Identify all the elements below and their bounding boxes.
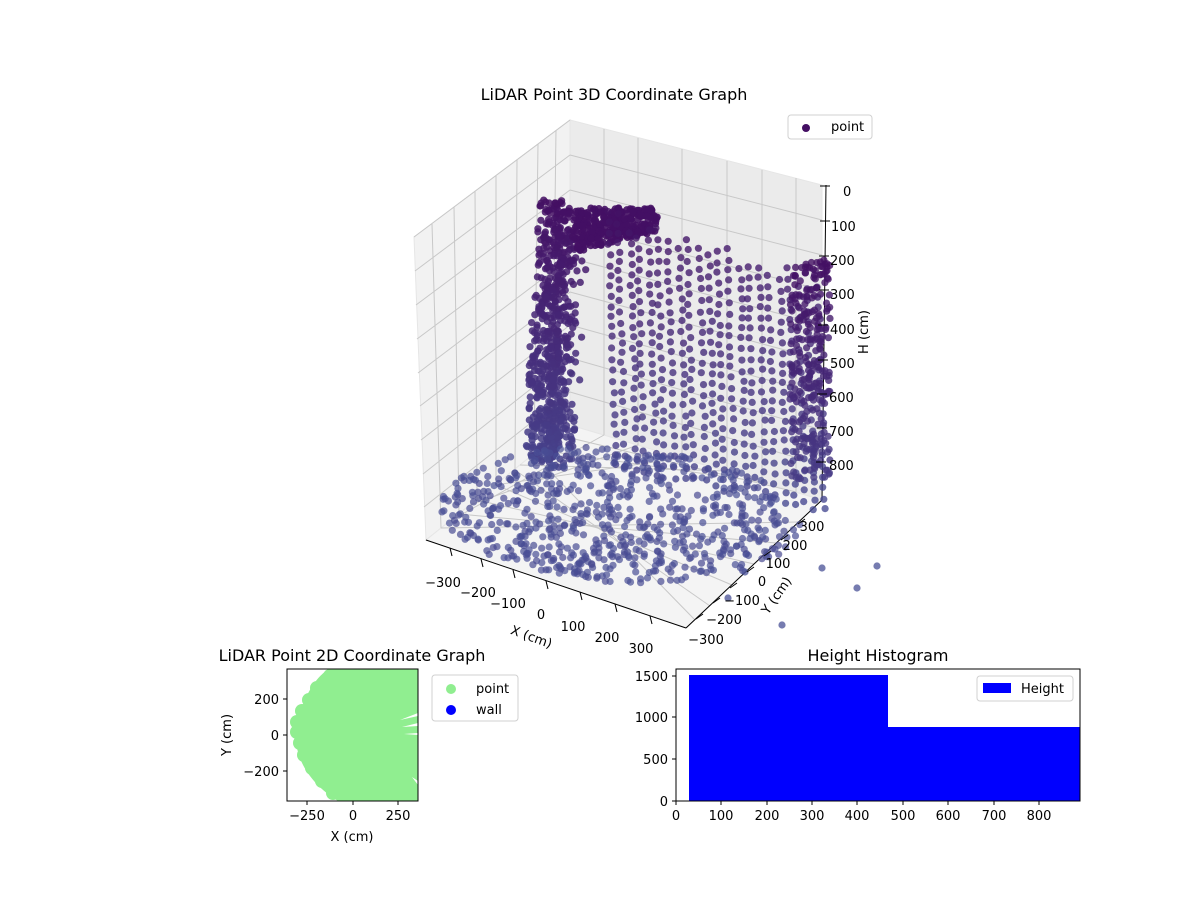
histogram-title: Height Histogram: [808, 646, 949, 665]
x-tick: 300: [629, 642, 654, 657]
x-tick: 500: [891, 809, 916, 824]
y-tick: 200: [783, 539, 808, 554]
y-tick: −100: [724, 594, 760, 609]
y-axis-ticks: −300 −200 −100 0 100 200 300: [688, 518, 825, 648]
y-tick: 1500: [635, 670, 668, 685]
x-tick: 800: [1027, 809, 1052, 824]
plot-2d-area: [290, 669, 418, 801]
point-cloud-2d: [295, 669, 418, 801]
histogram-bar-1: [689, 675, 888, 801]
legend-marker-height: [983, 683, 1011, 693]
z-tick: 0: [843, 185, 851, 200]
legend-label-height: Height: [1021, 682, 1064, 697]
x-axis-ticks: −300 −200 −100 0 100 200 300: [425, 547, 654, 657]
y-tick: 0: [758, 575, 766, 590]
histogram-y-ticks: 1500 1000 500 0: [635, 670, 676, 810]
plot-2d-xlabel: X (cm): [331, 830, 374, 845]
x-axis-label: X (cm): [508, 623, 554, 652]
plot-2d-ylabel: Y (cm): [220, 714, 235, 757]
gap: [400, 713, 418, 720]
legend-box: [976, 675, 1074, 702]
gap: [404, 733, 418, 735]
plot-2d: LiDAR Point 2D Coordinate Graph −250 0 2…: [219, 646, 519, 845]
y-tick: 300: [800, 520, 825, 535]
x-tick: 700: [982, 809, 1007, 824]
y-tick: 200: [254, 693, 279, 708]
z-tick: 100: [831, 220, 856, 235]
x-tick: 100: [709, 809, 734, 824]
plot-2d-ticks: −250 0 250 200 0 −200: [243, 693, 410, 824]
z-tick: 700: [829, 425, 854, 440]
x-tick: 100: [561, 620, 586, 635]
y-tick: 1000: [635, 711, 668, 726]
legend-marker-point: [446, 684, 456, 694]
z-axis-ticks: 0 100 200 300 400 500 600 700 800: [816, 185, 856, 474]
legend-label-point: point: [831, 120, 864, 135]
z-tick: 500: [830, 357, 855, 372]
legend-box: [787, 114, 873, 140]
y-tick: −200: [243, 765, 279, 780]
point-cloud-3d: [438, 196, 881, 629]
legend-label-wall: wall: [476, 703, 502, 718]
histogram-frame: [675, 668, 1081, 802]
y-tick: 500: [643, 753, 668, 768]
legend-label-point: point: [476, 682, 509, 697]
legend-histogram: Height: [976, 675, 1074, 702]
point-cloud-2d-edge: [290, 669, 340, 800]
x-axis-line: [425, 539, 687, 629]
z-tick: 600: [829, 391, 854, 406]
legend-3d: point: [787, 114, 873, 140]
x-tick: 0: [672, 809, 680, 824]
plot-3d-title: LiDAR Point 3D Coordinate Graph: [481, 85, 748, 104]
y-tick: −300: [688, 633, 724, 648]
x-tick: 200: [595, 631, 620, 646]
plot-histogram: Height Histogram 0 100 200 300 400 500 6…: [635, 646, 1081, 824]
y-tick: −200: [706, 613, 742, 628]
z-tick: 400: [830, 323, 855, 338]
z-tick: 800: [829, 459, 854, 474]
legend-marker-wall: [446, 705, 456, 715]
histogram-bar-2: [888, 727, 1080, 801]
y-tick: 100: [766, 557, 791, 572]
x-tick: 600: [936, 809, 961, 824]
x-tick: −100: [490, 597, 526, 612]
z-axis-label: H (cm): [857, 310, 872, 354]
y-tick: 0: [660, 795, 668, 810]
x-tick: −300: [425, 576, 461, 591]
x-tick: 250: [386, 809, 411, 824]
x-tick: −250: [289, 809, 325, 824]
legend-2d: point wall: [431, 674, 519, 722]
x-tick: 0: [349, 809, 357, 824]
x-tick: 200: [755, 809, 780, 824]
x-tick: −200: [460, 586, 496, 601]
z-tick: 200: [830, 254, 855, 269]
plot-3d: LiDAR Point 3D Coordinate Graph: [413, 85, 881, 657]
histogram-x-ticks: 0 100 200 300 400 500 600 700 800: [672, 801, 1052, 824]
y-tick: 0: [271, 729, 279, 744]
x-tick: 400: [845, 809, 870, 824]
legend-marker-point: [802, 124, 810, 132]
x-tick: 300: [800, 809, 825, 824]
x-tick: 0: [537, 608, 545, 623]
plot-2d-title: LiDAR Point 2D Coordinate Graph: [219, 646, 486, 665]
gap: [412, 777, 418, 785]
z-tick: 300: [830, 288, 855, 303]
gap: [402, 723, 418, 727]
